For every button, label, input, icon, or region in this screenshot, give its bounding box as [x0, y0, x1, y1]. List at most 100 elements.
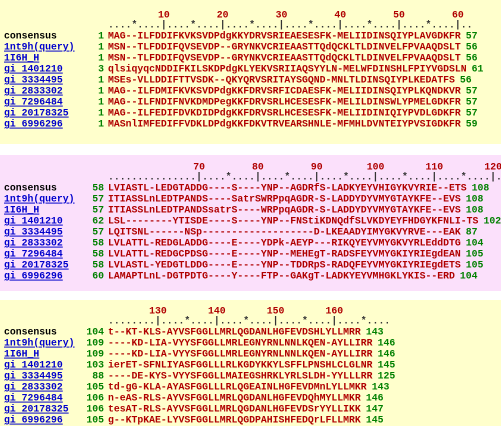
block-background	[0, 155, 501, 291]
start-position: 1	[98, 119, 104, 130]
sequence-link[interactable]: 1I6H_H	[4, 349, 39, 360]
sequence: t--KT-KLS-AYVSFGGLLMRLQGDANLHGFEVDSHLYLL…	[108, 327, 361, 338]
start-position: 104	[86, 327, 104, 338]
sequence-link[interactable]: 1I6H_H	[4, 53, 39, 64]
sequence: ITIASSLnLEDTPANDSsatrS----WRPpqAGDR-S-LA…	[108, 205, 461, 216]
start-position: 106	[86, 404, 104, 415]
sequence-link[interactable]: gi 2833302	[4, 86, 63, 97]
sequence-link[interactable]: gi 20178325	[4, 260, 69, 271]
start-position: 58	[92, 183, 104, 194]
start-position: 58	[92, 238, 104, 249]
sequence-link[interactable]: gi 6996296	[4, 119, 63, 130]
start-position: 1	[98, 75, 104, 86]
sequence-link[interactable]: gi 6996296	[4, 271, 63, 282]
end-position: 56	[466, 42, 478, 53]
sequence-link[interactable]: 1nt9h(query)	[4, 42, 75, 53]
sequence: MSN--TLFDDIFQVSEVDP--GRYNKVCRIEAASTTQdQC…	[108, 42, 461, 53]
end-position: 56	[466, 53, 478, 64]
end-position: 143	[366, 327, 384, 338]
end-position: 105	[466, 249, 484, 260]
sequence: n-eAS-RLS-AYVSFGGLLMRLQGDANLHGFEVDQhMYLL…	[108, 393, 361, 404]
end-position: 125	[378, 371, 396, 382]
ruler-number: 100	[367, 162, 385, 173]
start-position: 103	[86, 360, 104, 371]
ruler: ........|....*....|....*....|....*....|.…	[108, 316, 390, 327]
start-position: 109	[86, 349, 104, 360]
sequence: LSL--------YTISDE----S----YNP--FNStiKDNQ…	[108, 216, 479, 227]
start-position: 3	[98, 64, 104, 75]
sequence: ierET-SFNLIYASFGGLLLRLKGDYKKYLSFFLPNSHLC…	[108, 360, 373, 371]
ruler-number: 70	[193, 162, 205, 173]
sequence-link[interactable]: 1I6H_H	[4, 205, 39, 216]
sequence: MAG--ILFEDIFDVKDIDPdgKKFDRVSRLHCESESFK-M…	[108, 108, 461, 119]
end-position: 87	[466, 227, 478, 238]
sequence-link[interactable]: gi 7296484	[4, 393, 63, 404]
sequence-link[interactable]: gi 3334495	[4, 371, 63, 382]
ruler-number: 80	[252, 162, 264, 173]
end-position: 59	[466, 119, 478, 130]
start-position: 1	[98, 86, 104, 97]
start-position: 1	[98, 31, 104, 42]
sequence-link[interactable]: gi 2833302	[4, 382, 63, 393]
sequence: MAG--ILFDMIFKVKSVDPdgKKFDRVSRFICDAESFK-M…	[108, 86, 461, 97]
consensus-label: consensus	[4, 31, 57, 42]
ruler-number: 10	[158, 10, 170, 21]
start-position: 1	[98, 97, 104, 108]
end-position: 108	[472, 183, 490, 194]
sequence: MSEs-VLLDDIFTTVSDK--QKYQRVSRITAYSGQND-MN…	[108, 75, 455, 86]
end-position: 57	[466, 86, 478, 97]
start-position: 88	[92, 371, 104, 382]
start-position: 58	[92, 249, 104, 260]
sequence-link[interactable]: gi 1401210	[4, 64, 63, 75]
sequence: ITIASSLnLEDTPANDS----SatrSWRPpqAGDR-S-LA…	[108, 194, 461, 205]
sequence-link[interactable]: gi 3334495	[4, 227, 63, 238]
ruler-number: 90	[311, 162, 323, 173]
ruler-number: 60	[452, 10, 464, 21]
end-position: 57	[466, 97, 478, 108]
start-position: 57	[92, 227, 104, 238]
ruler-number: 120	[484, 162, 501, 173]
sequence-link[interactable]: gi 7296484	[4, 249, 63, 260]
sequence: MAG--ILFNDIFNVKDMDPegKKFDRVSRLHCESESFK-M…	[108, 97, 461, 108]
end-position: 146	[378, 338, 396, 349]
sequence: ----KD-LIA-VYYSFGGLLMRLEGNYRNLNNLKQEN-AY…	[108, 349, 373, 360]
start-position: 62	[92, 216, 104, 227]
sequence-link[interactable]: gi 1401210	[4, 216, 63, 227]
sequence-link[interactable]: gi 6996296	[4, 415, 63, 426]
start-position: 105	[86, 382, 104, 393]
sequence-link[interactable]: gi 1401210	[4, 360, 63, 371]
start-position: 1	[98, 108, 104, 119]
sequence: ----KD-LIA-VYYSFGGLLMRLEGNYRNLNNLKQEN-AY…	[108, 338, 373, 349]
end-position: 104	[460, 271, 478, 282]
end-position: 146	[366, 393, 384, 404]
end-position: 145	[366, 415, 384, 426]
sequence-link[interactable]: gi 20178325	[4, 404, 69, 415]
ruler-number: 50	[393, 10, 405, 21]
end-position: 145	[378, 360, 396, 371]
ruler-number: 110	[426, 162, 444, 173]
ruler-number: 150	[267, 306, 285, 317]
sequence: MSN--TLFDDIFQVSEVDP--GRYNKVCRIEAASTTQdQC…	[108, 53, 461, 64]
start-position: 57	[92, 205, 104, 216]
sequence: LQITSNL------NSp-------------------D-LKE…	[108, 227, 461, 238]
ruler: ...............|....*....|....*....|....…	[108, 172, 501, 183]
sequence-link[interactable]: gi 7296484	[4, 97, 63, 108]
sequence: g--KTpKAE-LYVSFGGLLMRLQGDPAHISHFEDQrLFLL…	[108, 415, 361, 426]
ruler-number: 130	[149, 306, 167, 317]
ruler: ....*....|....*....|....*....|....*....|…	[108, 20, 473, 31]
ruler-number: 40	[334, 10, 346, 21]
sequence: ----DE-KYS-VYYSFGGLLMAIEGSHRKLYRLSLDH-YY…	[108, 371, 373, 382]
sequence-link[interactable]: 1nt9h(query)	[4, 338, 75, 349]
end-position: 56	[460, 75, 472, 86]
start-position: 109	[86, 338, 104, 349]
sequence-link[interactable]: gi 2833302	[4, 238, 63, 249]
start-position: 60	[92, 271, 104, 282]
end-position: 57	[466, 108, 478, 119]
sequence-link[interactable]: gi 20178325	[4, 108, 69, 119]
start-position: 105	[86, 415, 104, 426]
sequence-link[interactable]: gi 3334495	[4, 75, 63, 86]
end-position: 146	[378, 349, 396, 360]
start-position: 106	[86, 393, 104, 404]
sequence-link[interactable]: 1nt9h(query)	[4, 194, 75, 205]
